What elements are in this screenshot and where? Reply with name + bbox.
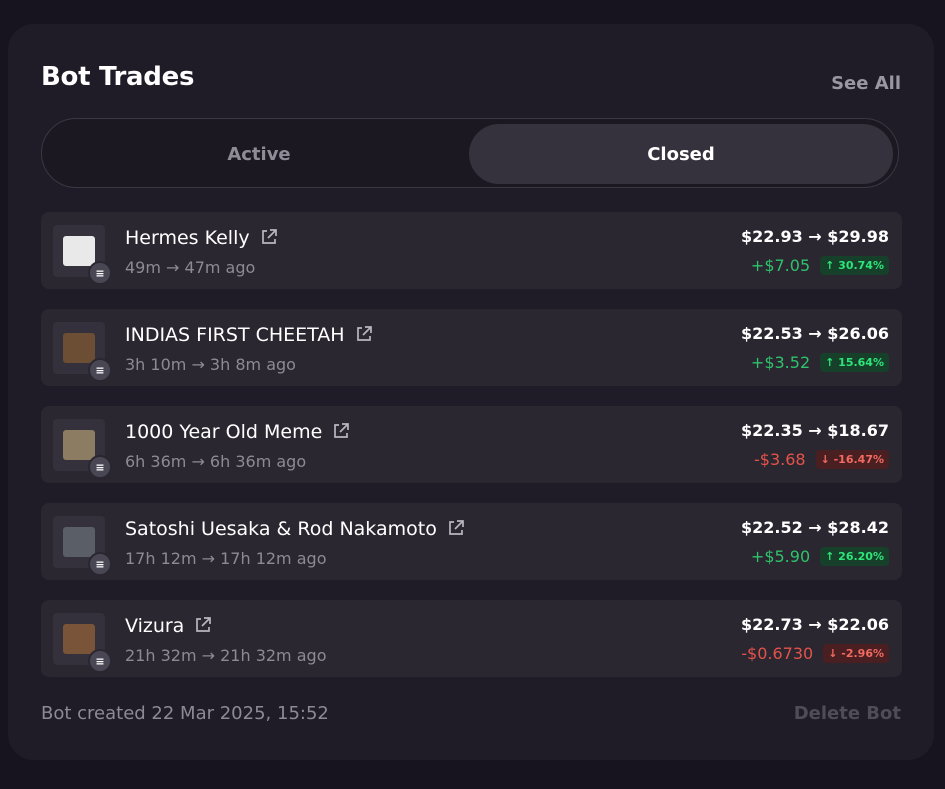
entry-exit-prices: $22.52 → $28.42 <box>740 518 889 537</box>
pnl-line: +$7.05 ↑ 30.74% <box>751 256 889 275</box>
external-link-icon[interactable] <box>194 616 212 639</box>
entry-exit-prices: $22.93 → $29.98 <box>740 227 889 246</box>
trade-time: 6h 36m → 6h 36m ago <box>125 452 307 471</box>
trade-name-line: Satoshi Uesaka & Rod Nakamoto <box>125 518 465 542</box>
token-image <box>63 430 95 460</box>
token-name: Satoshi Uesaka & Rod Nakamoto <box>125 518 437 540</box>
delete-bot-button[interactable]: Delete Bot <box>793 703 901 724</box>
chain-badge-icon: ≡ <box>88 358 112 382</box>
token-thumbnail: ≡ <box>53 516 112 576</box>
pnl-percent-badge: ↓ -2.96% <box>823 644 889 663</box>
pnl-line: -$3.68 ↓ -16.47% <box>754 450 889 469</box>
pnl-amount: -$0.6730 <box>741 644 814 663</box>
external-link-icon[interactable] <box>260 228 278 251</box>
pnl-amount: +$3.52 <box>750 353 811 372</box>
trade-name-line: Hermes Kelly <box>125 227 278 251</box>
token-image <box>63 624 95 654</box>
pnl-percent-badge: ↑ 26.20% <box>820 547 889 566</box>
entry-exit-prices: $22.73 → $22.06 <box>740 615 889 634</box>
trades-list: ≡ Hermes Kelly 49m → 47m ago $22.93 → $2… <box>41 212 902 697</box>
pnl-line: -$0.6730 ↓ -2.96% <box>741 644 889 663</box>
chain-badge-icon: ≡ <box>88 455 112 479</box>
trade-time: 21h 32m → 21h 32m ago <box>125 646 327 665</box>
bot-created-text: Bot created 22 Mar 2025, 15:52 <box>41 703 329 724</box>
external-link-icon[interactable] <box>447 519 465 542</box>
token-thumbnail: ≡ <box>53 419 112 479</box>
token-thumbnail: ≡ <box>53 322 112 382</box>
trade-row[interactable]: ≡ Hermes Kelly 49m → 47m ago $22.93 → $2… <box>41 212 902 289</box>
pnl-percent-badge: ↓ -16.47% <box>815 450 889 469</box>
see-all-link[interactable]: See All <box>831 73 901 94</box>
pnl-line: +$3.52 ↑ 15.64% <box>751 353 889 372</box>
trade-row[interactable]: ≡ INDIAS FIRST CHEETAH 3h 10m → 3h 8m ag… <box>41 309 902 386</box>
token-image <box>63 333 95 363</box>
trade-time: 49m → 47m ago <box>125 258 256 277</box>
pnl-amount: +$7.05 <box>750 256 811 275</box>
trade-row[interactable]: ≡ Satoshi Uesaka & Rod Nakamoto 17h 12m … <box>41 503 902 580</box>
tab-closed[interactable]: Closed <box>469 124 893 184</box>
pnl-percent-badge: ↑ 30.74% <box>820 256 889 275</box>
token-name: Vizura <box>125 615 185 637</box>
token-image <box>63 236 95 266</box>
token-name: Hermes Kelly <box>125 227 250 249</box>
chain-badge-icon: ≡ <box>88 261 112 285</box>
trade-time: 3h 10m → 3h 8m ago <box>125 355 296 374</box>
chain-badge-icon: ≡ <box>88 552 112 576</box>
panel-title: Bot Trades <box>41 62 195 92</box>
trade-status-toggle: Active Closed <box>41 118 899 188</box>
trade-time: 17h 12m → 17h 12m ago <box>125 549 327 568</box>
chain-badge-icon: ≡ <box>88 649 112 673</box>
pnl-percent-badge: ↑ 15.64% <box>820 353 889 372</box>
token-name: 1000 Year Old Meme <box>125 421 323 443</box>
token-thumbnail: ≡ <box>53 613 112 673</box>
external-link-icon[interactable] <box>355 325 373 348</box>
entry-exit-prices: $22.35 → $18.67 <box>740 421 889 440</box>
trade-row[interactable]: ≡ 1000 Year Old Meme 6h 36m → 6h 36m ago… <box>41 406 902 483</box>
pnl-amount: +$5.90 <box>750 547 811 566</box>
pnl-amount: -$3.68 <box>753 450 806 469</box>
trade-name-line: 1000 Year Old Meme <box>125 421 350 445</box>
trade-name-line: Vizura <box>125 615 212 639</box>
token-image <box>63 527 95 557</box>
pnl-line: +$5.90 ↑ 26.20% <box>751 547 889 566</box>
token-thumbnail: ≡ <box>53 225 112 285</box>
entry-exit-prices: $22.53 → $26.06 <box>740 324 889 343</box>
bot-trades-panel: Bot Trades See All Active Closed ≡ Herme… <box>8 24 934 760</box>
tab-active[interactable]: Active <box>227 143 291 165</box>
external-link-icon[interactable] <box>332 422 350 445</box>
trade-row[interactable]: ≡ Vizura 21h 32m → 21h 32m ago $22.73 → … <box>41 600 902 677</box>
token-name: INDIAS FIRST CHEETAH <box>125 324 345 346</box>
trade-name-line: INDIAS FIRST CHEETAH <box>125 324 373 348</box>
